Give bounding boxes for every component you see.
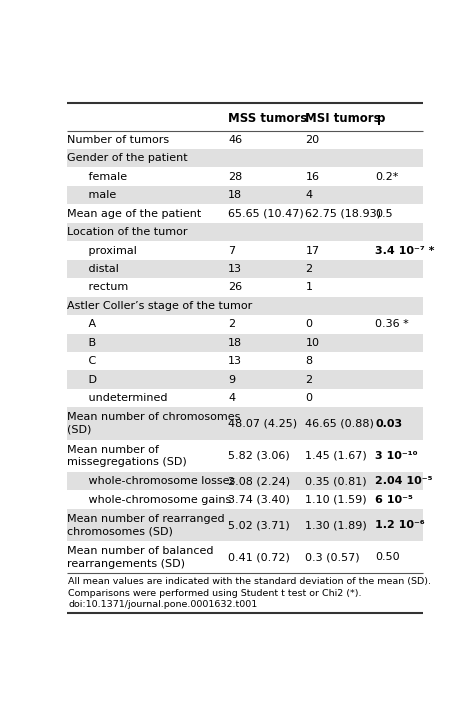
Bar bbox=[66, 352, 423, 370]
Text: 0.03: 0.03 bbox=[375, 418, 402, 429]
Text: 3 10⁻¹⁰: 3 10⁻¹⁰ bbox=[375, 451, 418, 461]
Bar bbox=[66, 389, 423, 408]
Text: Mean number of rearranged
chromosomes (SD): Mean number of rearranged chromosomes (S… bbox=[66, 514, 224, 536]
Text: MSS tumors: MSS tumors bbox=[228, 112, 308, 125]
Text: 2: 2 bbox=[305, 375, 312, 385]
Text: 0.36 *: 0.36 * bbox=[375, 319, 409, 329]
Text: 10: 10 bbox=[305, 338, 319, 348]
Text: All mean values are indicated with the standard deviation of the mean (SD).
Comp: All mean values are indicated with the s… bbox=[68, 577, 431, 610]
Text: 2.08 (2.24): 2.08 (2.24) bbox=[228, 476, 291, 486]
Bar bbox=[66, 242, 423, 260]
Text: undetermined: undetermined bbox=[78, 393, 167, 403]
Text: 13: 13 bbox=[228, 356, 242, 366]
Text: 17: 17 bbox=[305, 245, 319, 255]
Bar bbox=[66, 297, 423, 315]
Text: 4: 4 bbox=[305, 190, 312, 200]
Text: Mean number of balanced
rearrangements (SD): Mean number of balanced rearrangements (… bbox=[66, 546, 213, 569]
Bar bbox=[66, 131, 423, 149]
Bar bbox=[66, 223, 423, 242]
Bar bbox=[66, 204, 423, 223]
Text: 3.74 (3.40): 3.74 (3.40) bbox=[228, 495, 290, 505]
Bar bbox=[66, 509, 423, 541]
Text: whole-chromosome losses: whole-chromosome losses bbox=[78, 476, 235, 486]
Text: D: D bbox=[78, 375, 97, 385]
Bar bbox=[66, 168, 423, 186]
Text: 28: 28 bbox=[228, 172, 243, 182]
Text: 0.3 (0.57): 0.3 (0.57) bbox=[305, 552, 360, 562]
Text: 1.2 10⁻⁶: 1.2 10⁻⁶ bbox=[375, 520, 425, 530]
Text: 5.82 (3.06): 5.82 (3.06) bbox=[228, 451, 290, 461]
Text: distal: distal bbox=[78, 264, 118, 274]
Text: 20: 20 bbox=[305, 134, 319, 145]
Text: B: B bbox=[78, 338, 96, 348]
Text: 26: 26 bbox=[228, 283, 242, 293]
Text: 2: 2 bbox=[305, 264, 312, 274]
Text: 4: 4 bbox=[228, 393, 236, 403]
Text: 8: 8 bbox=[305, 356, 312, 366]
Text: 0: 0 bbox=[305, 393, 312, 403]
Text: 1.45 (1.67): 1.45 (1.67) bbox=[305, 451, 367, 461]
Text: Astler Coller’s stage of the tumor: Astler Coller’s stage of the tumor bbox=[66, 301, 252, 311]
Text: MSI tumors: MSI tumors bbox=[305, 112, 381, 125]
Bar bbox=[66, 334, 423, 352]
Text: 2: 2 bbox=[228, 319, 236, 329]
Text: 3.4 10⁻⁷ *: 3.4 10⁻⁷ * bbox=[375, 245, 435, 255]
Text: 0: 0 bbox=[305, 319, 312, 329]
Text: 62.75 (18.93): 62.75 (18.93) bbox=[305, 209, 382, 219]
Text: 5.02 (3.71): 5.02 (3.71) bbox=[228, 520, 290, 530]
Text: 1: 1 bbox=[305, 283, 312, 293]
Text: 7: 7 bbox=[228, 245, 236, 255]
Text: 16: 16 bbox=[305, 172, 319, 182]
Bar bbox=[66, 472, 423, 490]
Text: 46.65 (0.88): 46.65 (0.88) bbox=[305, 418, 374, 429]
Bar bbox=[66, 490, 423, 509]
Text: Gender of the patient: Gender of the patient bbox=[66, 153, 187, 163]
Text: C: C bbox=[78, 356, 96, 366]
Text: 2.04 10⁻⁵: 2.04 10⁻⁵ bbox=[375, 476, 433, 486]
Text: Mean number of
missegregations (SD): Mean number of missegregations (SD) bbox=[66, 444, 186, 467]
Text: 48.07 (4.25): 48.07 (4.25) bbox=[228, 418, 297, 429]
Text: 9: 9 bbox=[228, 375, 236, 385]
Text: female: female bbox=[78, 172, 127, 182]
Bar bbox=[66, 541, 423, 574]
Text: 0.50: 0.50 bbox=[375, 552, 400, 562]
Bar bbox=[66, 149, 423, 168]
Bar bbox=[66, 440, 423, 472]
Text: Location of the tumor: Location of the tumor bbox=[66, 227, 187, 237]
Text: proximal: proximal bbox=[78, 245, 137, 255]
Bar bbox=[66, 186, 423, 204]
Bar bbox=[66, 107, 423, 131]
Text: 46: 46 bbox=[228, 134, 242, 145]
Text: male: male bbox=[78, 190, 116, 200]
Text: 1.30 (1.89): 1.30 (1.89) bbox=[305, 520, 367, 530]
Text: 6 10⁻⁵: 6 10⁻⁵ bbox=[375, 495, 413, 505]
Text: Mean age of the patient: Mean age of the patient bbox=[66, 209, 201, 219]
Text: 0.41 (0.72): 0.41 (0.72) bbox=[228, 552, 290, 562]
Bar bbox=[66, 408, 423, 440]
Text: 0.35 (0.81): 0.35 (0.81) bbox=[305, 476, 367, 486]
Text: rectum: rectum bbox=[78, 283, 128, 293]
Text: Mean number of chromosomes
(SD): Mean number of chromosomes (SD) bbox=[66, 412, 240, 435]
Text: A: A bbox=[78, 319, 96, 329]
Text: Number of tumors: Number of tumors bbox=[66, 134, 169, 145]
Bar bbox=[66, 278, 423, 297]
Text: whole-chromosome gains: whole-chromosome gains bbox=[78, 495, 231, 505]
Text: p: p bbox=[377, 112, 385, 125]
Text: 18: 18 bbox=[228, 190, 242, 200]
Text: 65.65 (10.47): 65.65 (10.47) bbox=[228, 209, 304, 219]
Text: 0.2*: 0.2* bbox=[375, 172, 399, 182]
Bar bbox=[66, 260, 423, 278]
Bar bbox=[66, 315, 423, 334]
Bar bbox=[66, 370, 423, 389]
Text: 0.5: 0.5 bbox=[375, 209, 393, 219]
Text: 13: 13 bbox=[228, 264, 242, 274]
Text: 1.10 (1.59): 1.10 (1.59) bbox=[305, 495, 367, 505]
Text: 18: 18 bbox=[228, 338, 242, 348]
